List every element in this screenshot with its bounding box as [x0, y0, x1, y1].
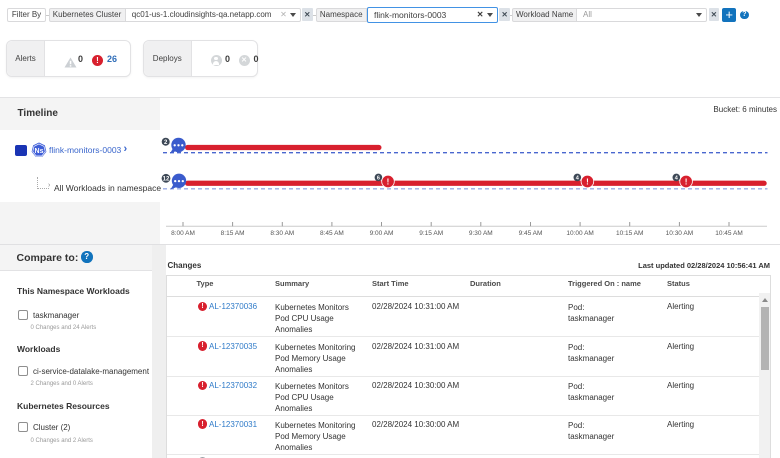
- svg-text:4: 4: [576, 176, 580, 182]
- svg-text:8:45 AM: 8:45 AM: [320, 230, 344, 237]
- svg-text:4: 4: [675, 176, 679, 182]
- svg-text:Ns: Ns: [34, 147, 43, 154]
- svg-text:6: 6: [377, 176, 380, 182]
- svg-text:!: !: [685, 178, 688, 187]
- svg-text:10:15 AM: 10:15 AM: [616, 230, 643, 237]
- svg-text:9:00 AM: 9:00 AM: [370, 230, 394, 237]
- svg-text:9:15 AM: 9:15 AM: [419, 230, 443, 237]
- svg-text:9:45 AM: 9:45 AM: [519, 230, 543, 237]
- svg-text:2: 2: [164, 140, 168, 146]
- svg-text:!: !: [387, 178, 390, 187]
- svg-text:8:30 AM: 8:30 AM: [270, 230, 294, 237]
- svg-text:12: 12: [163, 177, 170, 183]
- svg-text:10:45 AM: 10:45 AM: [715, 230, 742, 237]
- svg-text:8:15 AM: 8:15 AM: [221, 230, 245, 237]
- svg-text:10:30 AM: 10:30 AM: [666, 230, 693, 237]
- svg-text:!: !: [586, 178, 589, 187]
- svg-text:10:00 AM: 10:00 AM: [566, 230, 593, 237]
- svg-text:8:00 AM: 8:00 AM: [171, 230, 195, 237]
- svg-text:9:30 AM: 9:30 AM: [469, 230, 493, 237]
